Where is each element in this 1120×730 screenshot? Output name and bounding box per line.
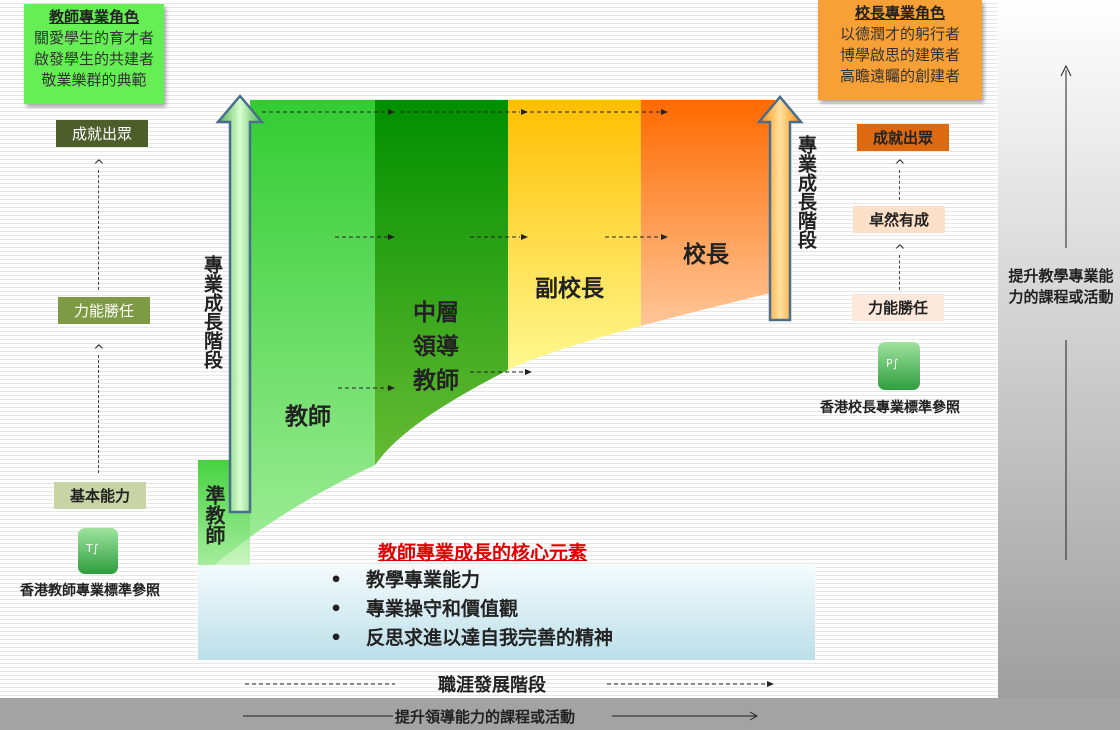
level-connector bbox=[899, 255, 900, 290]
career-stage-label: 職涯發展階段 bbox=[438, 675, 546, 696]
teacher-growth-label: 專業成長階段 bbox=[201, 255, 223, 369]
teacher-standard-label: 香港教師專業標準參照 bbox=[20, 583, 160, 599]
principal-standard-label: 香港校長專業標準參照 bbox=[820, 400, 960, 416]
principal-column bbox=[641, 100, 775, 350]
list-item: • 專業操守和價值觀 bbox=[330, 598, 519, 620]
core-elements-list: • 教學專業能力 • 專業操守和價值觀 • 反思求進以達自我完善的精神 bbox=[330, 566, 613, 653]
middle-leader-column bbox=[375, 100, 508, 465]
principal-role-line: 高瞻遠矚的創建者 bbox=[839, 67, 960, 85]
principal-level-accomplished: 卓然有成 bbox=[853, 206, 945, 233]
principal-role-title: 校長專業角色 bbox=[854, 4, 945, 22]
core-elements-title: 教師專業成長的核心元素 bbox=[378, 542, 588, 564]
teacher-level-competent: 力能勝任 bbox=[58, 297, 150, 324]
leadership-activities-label: 提升領導能力的課程或活動 bbox=[395, 708, 576, 726]
teacher-role-line: 關愛學生的育才者 bbox=[33, 29, 154, 47]
principal-role-line: 以德潤才的躬行者 bbox=[839, 25, 960, 43]
principal-growth-label: 專業成長階段 bbox=[795, 135, 817, 249]
stage-teacher: 教師 bbox=[285, 404, 331, 430]
principal-role-line: 博學啟思的建策者 bbox=[839, 46, 960, 64]
stage-principal: 校長 bbox=[683, 242, 729, 268]
up-caret-icon: ^ bbox=[894, 243, 906, 259]
up-caret-icon: ^ bbox=[894, 158, 906, 174]
principal-role-box: 校長專業角色 以德潤才的躬行者 博學啟思的建策者 高瞻遠矚的創建者 bbox=[818, 0, 982, 100]
core-elements-box bbox=[198, 565, 815, 660]
teacher-role-line: 敬業樂群的典範 bbox=[41, 71, 147, 89]
up-caret-icon: ^ bbox=[93, 158, 105, 174]
stage-vice-principal: 副校長 bbox=[535, 276, 604, 302]
level-connector bbox=[98, 170, 99, 290]
list-item: • 教學專業能力 bbox=[330, 569, 481, 591]
principal-standard-logo-icon: P∫ bbox=[878, 342, 920, 390]
principal-level-outstanding: 成就出眾 bbox=[857, 124, 949, 151]
vice-principal-column bbox=[508, 100, 641, 400]
list-item: • 反思求進以達自我完善的精神 bbox=[330, 627, 614, 649]
teacher-role-line: 啟發學生的共建者 bbox=[33, 50, 154, 68]
right-gradient-panel bbox=[998, 0, 1120, 730]
teacher-growth-arrow bbox=[215, 94, 265, 514]
stage-pre-teacher: 準教師 bbox=[202, 485, 226, 545]
principal-level-competent: 力能勝任 bbox=[852, 294, 944, 321]
progress-dashed-arrows bbox=[245, 111, 768, 685]
teacher-level-basic: 基本能力 bbox=[54, 482, 146, 509]
teacher-standard-logo-icon: T∫ bbox=[78, 528, 118, 574]
teaching-activities-label: 提升教學專業能力的課程或活動 bbox=[1008, 267, 1114, 306]
up-caret-icon: ^ bbox=[93, 343, 105, 359]
teacher-role-title: 教師專業角色 bbox=[48, 8, 139, 26]
principal-growth-arrow bbox=[756, 95, 804, 322]
teacher-level-outstanding: 成就出眾 bbox=[56, 120, 148, 147]
level-connector bbox=[899, 170, 900, 200]
teacher-column bbox=[250, 100, 375, 580]
level-connector bbox=[98, 355, 99, 473]
stage-middle-leader: 中層領導教師 bbox=[413, 300, 459, 394]
teacher-role-box: 教師專業角色 關愛學生的育才者 啟發學生的共建者 敬業樂群的典範 bbox=[24, 4, 164, 104]
bottom-band bbox=[0, 698, 1120, 730]
